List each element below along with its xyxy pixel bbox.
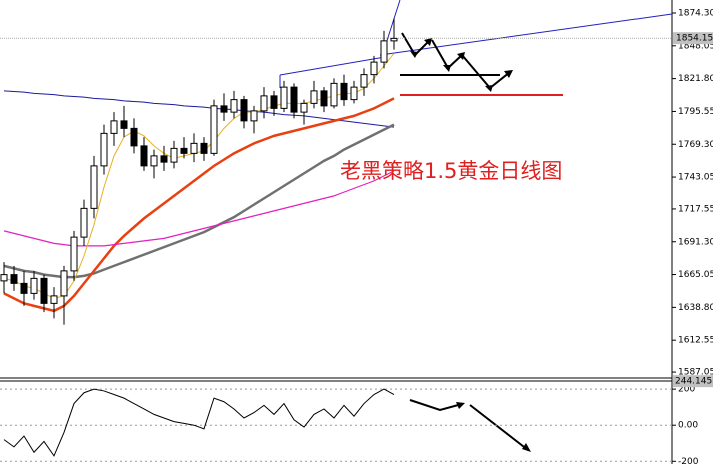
y-tick-label: 1638.80 bbox=[678, 303, 713, 313]
candle-body bbox=[200, 142, 208, 154]
candle-body bbox=[340, 82, 348, 101]
last-value-label: 244.1452 bbox=[675, 377, 713, 387]
candle-body bbox=[80, 207, 88, 238]
arrow-path bbox=[469, 404, 529, 451]
y-tick-label: 1612.55 bbox=[678, 336, 713, 346]
candle-body bbox=[160, 155, 168, 163]
candle-body bbox=[390, 37, 398, 42]
candle-body bbox=[150, 155, 158, 167]
candle-body bbox=[70, 236, 78, 272]
candle-body bbox=[370, 61, 378, 76]
chart-title: 老黑策略1.5黄金日线图 bbox=[340, 159, 562, 183]
candle-body bbox=[320, 90, 328, 107]
candle-body bbox=[250, 110, 258, 122]
candle-body bbox=[100, 132, 108, 167]
last-price-box bbox=[673, 32, 713, 45]
candle-body bbox=[170, 147, 178, 163]
candle-body bbox=[230, 99, 238, 113]
candle-body bbox=[190, 142, 198, 154]
y-tick-label: 200 bbox=[678, 385, 695, 395]
candle-body bbox=[380, 40, 388, 63]
candle-body bbox=[270, 95, 278, 109]
candle-body bbox=[40, 277, 48, 304]
candle-body bbox=[290, 86, 298, 113]
arrow-heads bbox=[410, 38, 531, 452]
candle-body bbox=[260, 95, 268, 112]
y-tick-label: 1874.30 bbox=[678, 9, 713, 19]
candle-body bbox=[300, 102, 308, 113]
last-price-label: 1854.15 bbox=[676, 34, 713, 44]
moving-average bbox=[3, 170, 395, 247]
y-tick-label: 1821.80 bbox=[678, 74, 713, 84]
candle-body bbox=[0, 274, 8, 282]
y-tick-label: 1691.30 bbox=[678, 237, 713, 247]
candle-body bbox=[90, 165, 98, 209]
candle-body bbox=[280, 86, 288, 109]
oscillator-line bbox=[3, 388, 395, 457]
arrow-path bbox=[409, 399, 463, 412]
candle-body bbox=[20, 282, 28, 294]
moving-average bbox=[3, 97, 395, 313]
annotations bbox=[279, 0, 673, 452]
y-tick-label: -200 bbox=[678, 457, 699, 464]
moving-average bbox=[3, 123, 395, 279]
candle-body bbox=[330, 82, 338, 107]
candle-body bbox=[220, 105, 228, 113]
candle-body bbox=[240, 99, 248, 122]
candle-body bbox=[210, 105, 218, 154]
candle-body bbox=[310, 90, 318, 104]
y-tick-label: 0.00 bbox=[678, 421, 698, 431]
candle-body bbox=[60, 270, 68, 297]
y-tick-label: 1717.55 bbox=[678, 204, 713, 214]
candle-body bbox=[130, 127, 138, 147]
candle-body bbox=[10, 274, 18, 284]
candle-body bbox=[110, 120, 118, 134]
moving-average bbox=[3, 90, 395, 128]
trend-line bbox=[279, 56, 386, 76]
y-tick-label: 1769.30 bbox=[678, 140, 713, 150]
trend-line bbox=[379, 13, 673, 56]
candle-body bbox=[180, 147, 188, 154]
y-tick-label: 1665.05 bbox=[678, 270, 713, 280]
candle-body bbox=[30, 277, 38, 294]
candle-body bbox=[350, 86, 358, 101]
y-tick-label: 1848.05 bbox=[678, 41, 713, 51]
candle-body bbox=[120, 120, 128, 129]
candle-body bbox=[360, 74, 368, 88]
y-tick-label: 1587.05 bbox=[678, 368, 713, 378]
y-tick-label: 1743.05 bbox=[678, 173, 713, 183]
candle-body bbox=[50, 295, 58, 304]
last-value-box bbox=[673, 375, 713, 388]
candle-body bbox=[140, 145, 148, 167]
y-tick-label: 1795.55 bbox=[678, 107, 713, 117]
moving-average bbox=[3, 53, 395, 299]
